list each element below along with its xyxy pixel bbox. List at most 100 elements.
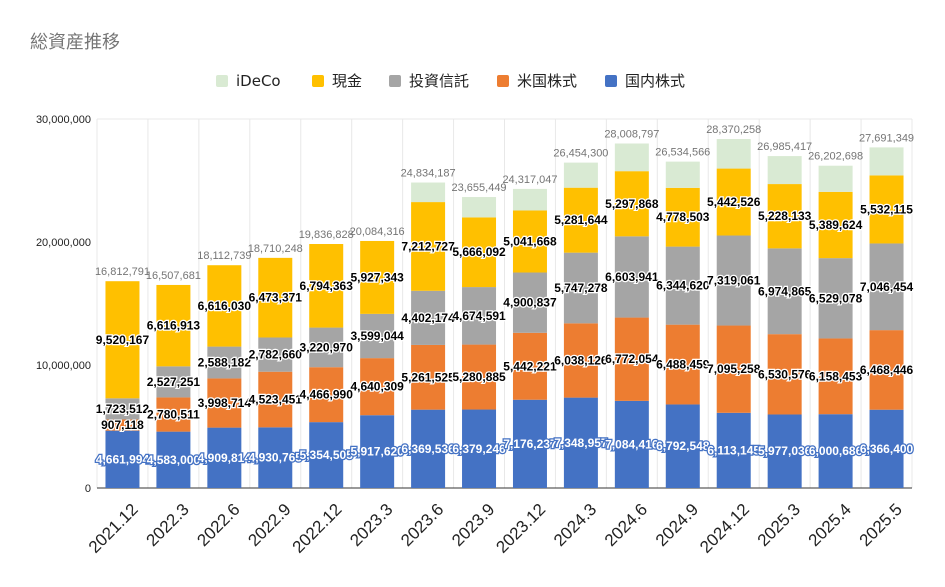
x-tick-label: 2023.9 xyxy=(448,500,498,550)
data-label: 2,588,182 xyxy=(198,356,252,370)
bar-segment xyxy=(716,139,751,169)
bar-segment xyxy=(716,325,751,413)
bar-segment xyxy=(869,147,904,176)
bar-segment xyxy=(767,414,802,488)
bar-segment xyxy=(156,431,191,488)
data-label: 6,772,054 xyxy=(605,352,659,366)
bar-segment xyxy=(869,409,904,488)
data-label: 9,520,167 xyxy=(96,333,150,347)
bar-segment xyxy=(563,252,598,324)
bar-segment xyxy=(309,244,344,328)
data-label: 4,930,765 xyxy=(249,451,303,465)
total-label: 28,370,258 xyxy=(706,124,761,136)
legend-label: iDeCo xyxy=(236,72,281,90)
data-label: 5,261,525 xyxy=(401,370,455,384)
data-label: 6,794,363 xyxy=(300,279,354,293)
data-label: 6,000,686 xyxy=(809,444,863,458)
data-label: 7,348,957 xyxy=(554,436,608,450)
x-tick-label: 2024.12 xyxy=(696,500,753,557)
bar-segment xyxy=(411,290,446,345)
data-label: 6,616,030 xyxy=(198,299,252,313)
data-label: 7,212,727 xyxy=(401,239,455,253)
bar-segment xyxy=(411,344,446,410)
legend-swatch xyxy=(497,75,509,87)
bar-segment xyxy=(512,188,547,211)
bar-segment xyxy=(716,235,751,326)
x-tick-label: 2022.6 xyxy=(193,500,243,550)
data-label: 5,917,620 xyxy=(350,445,404,459)
x-tick-label: 2024.9 xyxy=(652,500,702,550)
bar-segment xyxy=(767,248,802,335)
data-label: 6,366,400 xyxy=(860,442,914,456)
data-label: 4,402,174 xyxy=(401,311,455,325)
data-label: 4,674,591 xyxy=(452,309,506,323)
bar-segment xyxy=(818,414,853,488)
data-label: 5,977,036 xyxy=(758,444,812,458)
data-label: 7,319,061 xyxy=(707,274,761,288)
data-label: 6,488,459 xyxy=(656,358,710,372)
bar-segment xyxy=(818,191,853,259)
legend-swatch xyxy=(216,75,228,87)
data-label: 6,038,126 xyxy=(554,353,608,367)
bar-segment xyxy=(462,344,497,410)
data-label: 5,666,092 xyxy=(452,245,506,259)
data-label: 5,297,868 xyxy=(605,197,659,211)
bar-segment xyxy=(869,243,904,331)
bar-segment xyxy=(818,338,853,415)
data-label: 5,532,115 xyxy=(860,202,913,216)
x-tick-label: 2021.12 xyxy=(85,500,142,557)
bar-segment xyxy=(462,287,497,345)
bar-segment xyxy=(156,366,191,398)
x-tick-label: 2024.6 xyxy=(601,500,651,550)
bar-segment xyxy=(665,404,700,488)
x-tick-label: 2025.4 xyxy=(805,500,855,550)
bar-segment xyxy=(614,400,649,488)
bar-segment xyxy=(512,272,547,333)
y-tick-label: 20,000,000 xyxy=(36,237,91,249)
bar-segment xyxy=(767,156,802,185)
data-label: 5,228,133 xyxy=(758,209,812,223)
data-label: 5,280,885 xyxy=(452,370,506,384)
data-label: 4,909,814 xyxy=(198,451,252,465)
data-label: 3,220,970 xyxy=(300,340,354,354)
bar-segment xyxy=(207,427,242,488)
data-label: 2,527,251 xyxy=(147,375,201,389)
bar-segment xyxy=(360,358,395,416)
data-label: 6,603,941 xyxy=(605,270,659,284)
bar-segment xyxy=(614,143,649,172)
bar-segment xyxy=(258,337,293,372)
data-label: 6,974,865 xyxy=(758,284,812,298)
chart-title: 総資産推移 xyxy=(30,32,120,53)
bar-segment xyxy=(360,240,395,314)
total-label: 26,454,300 xyxy=(553,148,608,160)
data-label: 6,379,246 xyxy=(452,442,506,456)
x-tick-label: 2023.6 xyxy=(397,500,447,550)
bar-segment xyxy=(105,281,140,399)
data-label: 5,281,644 xyxy=(554,213,608,227)
bar-segment xyxy=(411,182,446,203)
bar-segment xyxy=(309,422,344,488)
bar-segment xyxy=(156,397,191,432)
legend-swatch xyxy=(389,75,401,87)
data-label: 3,998,714 xyxy=(198,396,252,410)
bar-segment xyxy=(258,371,293,428)
data-label: 4,640,309 xyxy=(350,380,404,394)
data-label: 2,782,660 xyxy=(249,348,303,362)
total-label: 18,112,739 xyxy=(197,250,251,262)
x-tick-label: 2023.3 xyxy=(346,500,396,550)
bar-segment xyxy=(818,258,853,339)
total-label: 26,202,698 xyxy=(808,151,863,163)
bar-segment xyxy=(818,165,853,192)
bar-segment xyxy=(156,284,191,367)
data-label: 4,523,451 xyxy=(249,393,303,407)
bar-segment xyxy=(869,330,904,410)
data-label: 6,473,371 xyxy=(249,291,303,305)
total-label: 18,710,248 xyxy=(248,243,303,255)
bar-segment xyxy=(512,210,547,273)
data-label: 5,354,505 xyxy=(300,448,354,462)
bar-segment xyxy=(563,397,598,488)
bar-segment xyxy=(462,197,497,218)
total-label: 27,691,349 xyxy=(859,132,914,144)
legend-label: 現金 xyxy=(332,72,362,90)
bar-segment xyxy=(563,187,598,253)
